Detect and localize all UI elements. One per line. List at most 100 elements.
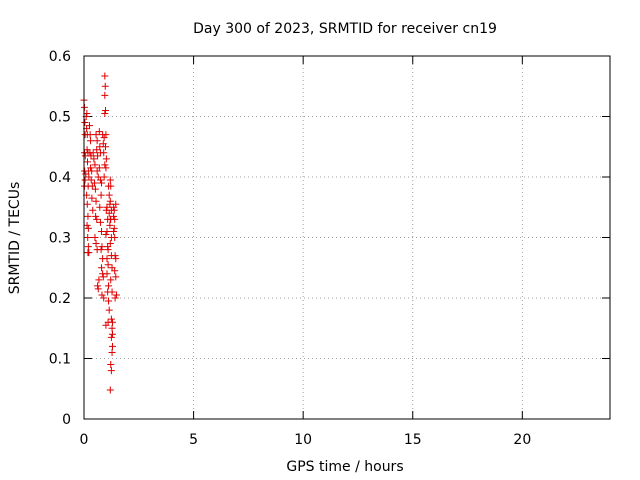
data-point <box>101 106 109 114</box>
data-point <box>111 234 119 241</box>
data-point <box>111 294 119 302</box>
chart-title: Day 300 of 2023, SRMTID for receiver cn1… <box>193 21 497 37</box>
data-point <box>95 276 103 284</box>
data-point <box>83 109 91 117</box>
y-tick-label: 0.1 <box>49 352 71 368</box>
data-point <box>84 224 92 232</box>
data-point <box>101 109 109 117</box>
data-point <box>89 149 97 157</box>
data-point <box>112 273 120 281</box>
y-axis-label: SRMTID / TECUs <box>7 182 23 295</box>
data-point <box>102 131 110 139</box>
data-point <box>84 234 92 241</box>
data-point <box>110 206 118 214</box>
plot-frame <box>83 55 611 420</box>
data-point <box>112 291 120 299</box>
data-point <box>107 182 115 190</box>
y-tick-label: 0.4 <box>49 170 71 186</box>
data-point <box>105 282 113 290</box>
data-point <box>101 161 109 169</box>
data-point <box>108 288 116 296</box>
data-point <box>94 282 102 290</box>
data-point <box>97 246 105 254</box>
data-point <box>102 321 110 329</box>
y-tick-label: 0.5 <box>49 110 71 126</box>
data-point <box>105 306 113 314</box>
y-tick-label: 0.2 <box>49 291 71 307</box>
data-point <box>86 131 94 139</box>
grid <box>84 56 610 419</box>
data-point <box>100 149 108 157</box>
data-point <box>106 386 114 394</box>
data-point <box>98 264 106 272</box>
data-point <box>107 276 115 284</box>
data-point <box>84 158 92 166</box>
data-point <box>90 155 98 163</box>
data-point <box>81 176 89 184</box>
data-point <box>92 197 100 205</box>
x-tick-label: 0 <box>80 432 89 448</box>
data-point <box>87 164 95 172</box>
data-point <box>106 240 114 248</box>
data-point <box>110 227 118 235</box>
data-point <box>111 252 119 260</box>
data-point <box>108 324 116 332</box>
data-point <box>84 249 92 257</box>
data-point <box>107 361 115 369</box>
data-point <box>81 119 89 127</box>
data-point <box>96 218 104 226</box>
data-point <box>94 285 102 293</box>
data-point <box>103 227 111 235</box>
data-point <box>98 179 106 187</box>
data-point <box>91 234 99 241</box>
data-point <box>103 270 111 278</box>
x-tick-label: 15 <box>404 432 422 448</box>
data-point <box>93 146 101 154</box>
data-point <box>100 134 108 142</box>
tick-labels: 0 0.1 0.2 0.3 0.4 0.5 0.6 0 5 10 15 20 <box>49 49 532 448</box>
data-point <box>110 224 118 232</box>
data-point <box>107 367 115 375</box>
data-point <box>112 255 120 263</box>
data-point <box>104 246 112 254</box>
data-point <box>85 122 93 130</box>
data-point <box>111 215 119 223</box>
data-point <box>99 273 107 281</box>
data-point <box>105 191 113 199</box>
data-point <box>101 143 109 151</box>
data-point <box>83 146 91 154</box>
x-tick-label: 10 <box>294 432 312 448</box>
data-point <box>111 267 119 275</box>
data-point <box>107 333 115 341</box>
data-point <box>107 315 115 323</box>
data-point <box>84 212 92 220</box>
y-tick-label: 0.6 <box>49 49 71 65</box>
data-point <box>93 215 101 223</box>
data-point <box>95 128 103 136</box>
data-point <box>112 200 120 208</box>
data-point <box>103 203 111 211</box>
data-point <box>91 161 99 169</box>
y-tick-label: 0.3 <box>49 231 71 247</box>
data-point <box>101 82 109 90</box>
data-point <box>87 176 95 184</box>
x-axis-label: GPS time / hours <box>286 459 403 475</box>
data-point <box>87 137 95 145</box>
data-point <box>102 164 110 172</box>
data-point <box>91 179 99 187</box>
x-tick-label: 5 <box>189 432 198 448</box>
data-point <box>83 200 91 208</box>
data-point <box>104 261 112 269</box>
data-point <box>95 164 103 172</box>
data-point <box>92 240 100 248</box>
data-point <box>108 330 116 338</box>
data-point <box>106 197 114 205</box>
data-point <box>102 230 110 238</box>
data-point <box>96 203 104 211</box>
data-point <box>96 176 104 184</box>
data-point <box>83 221 91 229</box>
data-point <box>98 291 106 299</box>
data-point <box>100 294 108 302</box>
